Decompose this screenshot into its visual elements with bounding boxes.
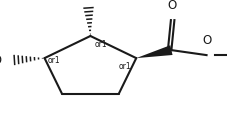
Text: or1: or1: [94, 40, 106, 49]
Text: HO: HO: [0, 54, 3, 67]
Text: O: O: [167, 0, 176, 12]
Text: O: O: [201, 34, 210, 47]
Polygon shape: [136, 45, 172, 58]
Text: or1: or1: [47, 56, 60, 65]
Text: or1: or1: [118, 62, 130, 71]
